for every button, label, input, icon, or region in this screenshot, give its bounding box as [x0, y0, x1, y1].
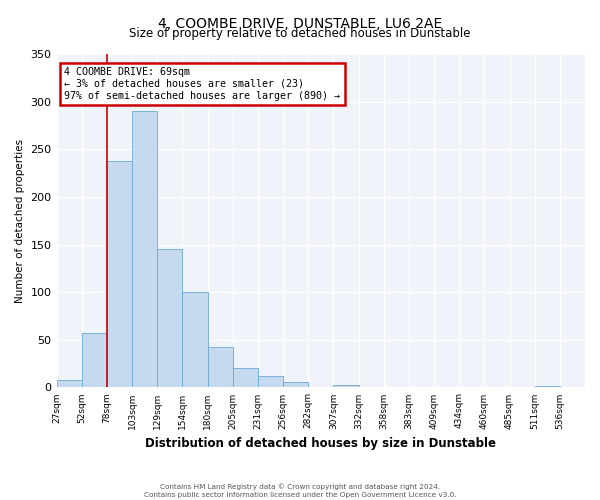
Bar [334, 384, 359, 388]
Text: Contains HM Land Registry data © Crown copyright and database right 2024.
Contai: Contains HM Land Registry data © Crown c… [144, 484, 456, 498]
Bar [208, 348, 233, 388]
Bar [82, 333, 107, 388]
Text: Size of property relative to detached houses in Dunstable: Size of property relative to detached ho… [129, 28, 471, 40]
Bar [283, 382, 308, 388]
Bar [258, 376, 283, 388]
Bar [56, 380, 82, 388]
Bar [107, 160, 132, 388]
Text: 4, COOMBE DRIVE, DUNSTABLE, LU6 2AE: 4, COOMBE DRIVE, DUNSTABLE, LU6 2AE [158, 18, 442, 32]
Bar [182, 292, 208, 388]
Bar [132, 111, 157, 388]
X-axis label: Distribution of detached houses by size in Dunstable: Distribution of detached houses by size … [145, 437, 496, 450]
Bar [157, 250, 182, 388]
Bar [535, 386, 560, 388]
Y-axis label: Number of detached properties: Number of detached properties [15, 138, 25, 303]
Text: 4 COOMBE DRIVE: 69sqm
← 3% of detached houses are smaller (23)
97% of semi-detac: 4 COOMBE DRIVE: 69sqm ← 3% of detached h… [64, 68, 340, 100]
Bar [233, 368, 258, 388]
